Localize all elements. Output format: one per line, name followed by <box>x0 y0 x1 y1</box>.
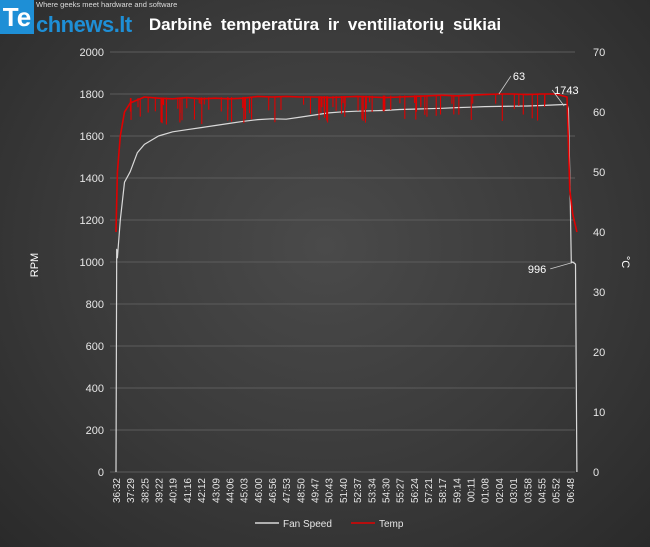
legend-label: Fan Speed <box>283 519 332 530</box>
site-logo[interactable]: Te Where geeks meet hardware and softwar… <box>0 0 177 37</box>
y-left-tick-label: 1000 <box>80 257 104 269</box>
annotation-leader <box>498 75 512 95</box>
y-right-tick-label: 40 <box>593 227 605 239</box>
x-tick-label: 05:52 <box>552 478 563 503</box>
x-tick-label: 04:55 <box>537 478 548 503</box>
x-tick-label: 40:19 <box>169 478 180 503</box>
x-tick-label: 45:03 <box>240 478 251 503</box>
x-tick-label: 39:22 <box>155 478 166 503</box>
x-tick-label: 50:43 <box>325 478 336 503</box>
x-tick-label: 56:24 <box>410 478 421 503</box>
x-tick-label: 41:16 <box>183 478 194 503</box>
x-tick-label: 52:37 <box>353 478 364 503</box>
legend-label: Temp <box>379 519 404 530</box>
y-right-tick-label: 50 <box>593 167 605 179</box>
x-tick-label: 48:50 <box>296 478 307 503</box>
logo-mark: Te <box>0 0 34 34</box>
y-left-tick-label: 600 <box>86 341 104 353</box>
y-left-tick-label: 2000 <box>80 47 104 59</box>
y-right-tick-label: 10 <box>593 407 605 419</box>
x-tick-label: 00:11 <box>467 478 478 503</box>
y-left-tick-label: 1200 <box>80 215 104 227</box>
y-right-axis-title: °C <box>619 256 631 268</box>
x-tick-label: 59:14 <box>452 478 463 503</box>
x-tick-label: 49:47 <box>311 478 322 503</box>
y-right-tick-label: 20 <box>593 347 605 359</box>
x-tick-label: 02:04 <box>495 478 506 503</box>
y-right-tick-label: 60 <box>593 107 605 119</box>
x-tick-label: 51:40 <box>339 478 350 503</box>
y-right-tick-label: 70 <box>593 47 605 59</box>
y-left-tick-label: 400 <box>86 383 104 395</box>
x-tick-label: 58:17 <box>438 478 449 503</box>
x-tick-label: 42:12 <box>197 478 208 503</box>
y-left-tick-label: 1600 <box>80 131 104 143</box>
y-left-tick-label: 1800 <box>80 89 104 101</box>
y-right-tick-label: 30 <box>593 287 605 299</box>
x-tick-label: 03:01 <box>509 478 520 503</box>
y-left-tick-label: 800 <box>86 299 104 311</box>
x-tick-label: 03:58 <box>523 478 534 503</box>
y-right-tick-label: 0 <box>593 467 599 479</box>
x-tick-label: 06:48 <box>566 478 577 503</box>
x-tick-label: 38:25 <box>140 478 151 503</box>
x-tick-label: 01:08 <box>481 478 492 503</box>
x-tick-label: 46:00 <box>254 478 265 503</box>
x-tick-label: 37:29 <box>126 478 137 503</box>
x-tick-label: 54:30 <box>381 478 392 503</box>
annotation-leader <box>551 89 565 107</box>
x-tick-label: 53:34 <box>367 478 378 503</box>
chart-title: Darbinė temperatūra ir ventiliatorių sūk… <box>149 15 501 34</box>
series-line-temp <box>115 93 578 233</box>
x-tick-label: 43:09 <box>211 478 222 503</box>
x-tick-label: 57:21 <box>424 478 435 503</box>
annotation-label: 1743 <box>554 85 578 97</box>
y-left-tick-label: 0 <box>98 467 104 479</box>
y-left-tick-label: 1400 <box>80 173 104 185</box>
logo-name: chnews.lt <box>36 12 132 37</box>
x-tick-label: 44:06 <box>225 478 236 503</box>
y-left-tick-label: 200 <box>86 425 104 437</box>
logo-tagline: Where geeks meet hardware and software <box>36 0 178 9</box>
x-tick-label: 36:32 <box>112 478 123 503</box>
x-tick-label: 55:27 <box>396 478 407 503</box>
x-tick-label: 47:53 <box>282 478 293 503</box>
annotation-leader <box>550 262 572 270</box>
series-line-fan-speed <box>115 103 578 473</box>
annotation-label: 996 <box>528 264 546 276</box>
x-tick-label: 46:56 <box>268 478 279 503</box>
annotation-label: 63 <box>513 71 525 83</box>
y-left-axis-title: RPM <box>29 253 41 277</box>
